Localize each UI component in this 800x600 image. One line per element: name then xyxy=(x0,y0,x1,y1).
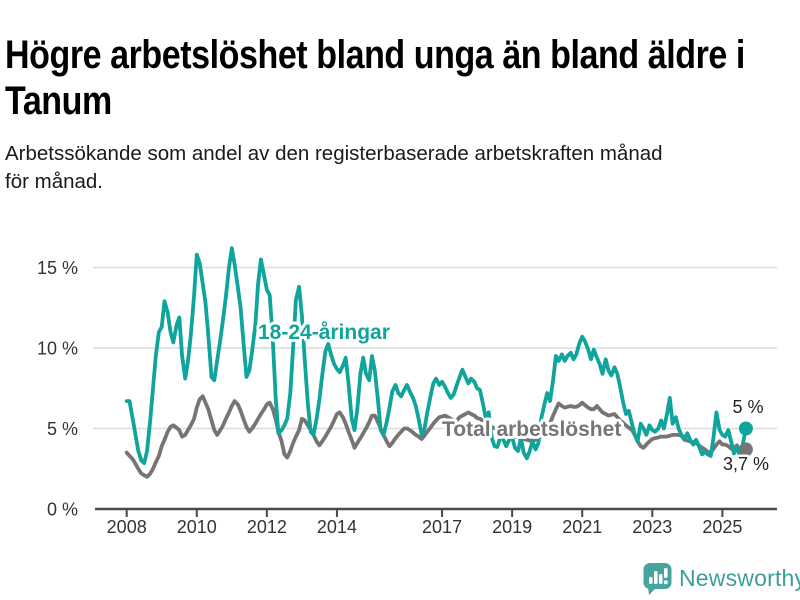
end-label-total: 3,7 % xyxy=(723,454,769,474)
end-label-youth: 5 % xyxy=(732,397,763,417)
y-tick-label: 10 % xyxy=(37,339,78,359)
x-axis-labels: 2008 2010 2012 2014 2017 2019 2021 2023 2025 xyxy=(107,517,743,537)
series-line-total xyxy=(124,394,748,479)
page-title: Högre arbetslöshet bland unga än bland ä… xyxy=(5,32,800,124)
page-title-line-1: Högre arbetslöshet bland unga än bland ä… xyxy=(5,32,745,77)
series-endpoint-youth xyxy=(738,421,753,436)
series-label-total: Total arbetslöshet xyxy=(442,418,621,441)
x-axis-ticks xyxy=(125,509,724,517)
y-tick-label: 15 % xyxy=(37,258,78,278)
newsworthy-icon xyxy=(643,563,672,595)
chart-svg: 2008 2010 2012 2014 2017 2019 2021 2023 2025 0 %… xyxy=(37,246,777,537)
y-tick-label: 5 % xyxy=(47,419,78,439)
page-subtitle: Arbetssökande som andel av den registerb… xyxy=(5,141,663,193)
newsworthy-logo: Newsworthy xyxy=(643,562,800,595)
x-tick-label: 2021 xyxy=(562,517,602,537)
y-tick-label: 0 % xyxy=(47,500,78,520)
y-axis-labels: 0 % 5 % 10 % 15 % xyxy=(37,258,78,520)
x-tick-label: 2017 xyxy=(422,517,462,537)
x-tick-label: 2010 xyxy=(177,517,217,537)
x-tick-label: 2012 xyxy=(247,517,287,537)
x-tick-label: 2025 xyxy=(702,517,742,537)
series-endpoint-total xyxy=(738,442,753,457)
x-tick-label: 2008 xyxy=(107,517,147,537)
newsworthy-wordmark: Newsworthy xyxy=(679,565,800,591)
x-tick-label: 2014 xyxy=(317,517,357,537)
x-tick-label: 2023 xyxy=(632,517,672,537)
series-label-youth: 18-24-åringar xyxy=(258,321,390,344)
page-title-line-2: Tanum xyxy=(5,78,112,123)
series-line-youth xyxy=(124,246,748,466)
x-tick-label: 2019 xyxy=(492,517,532,537)
